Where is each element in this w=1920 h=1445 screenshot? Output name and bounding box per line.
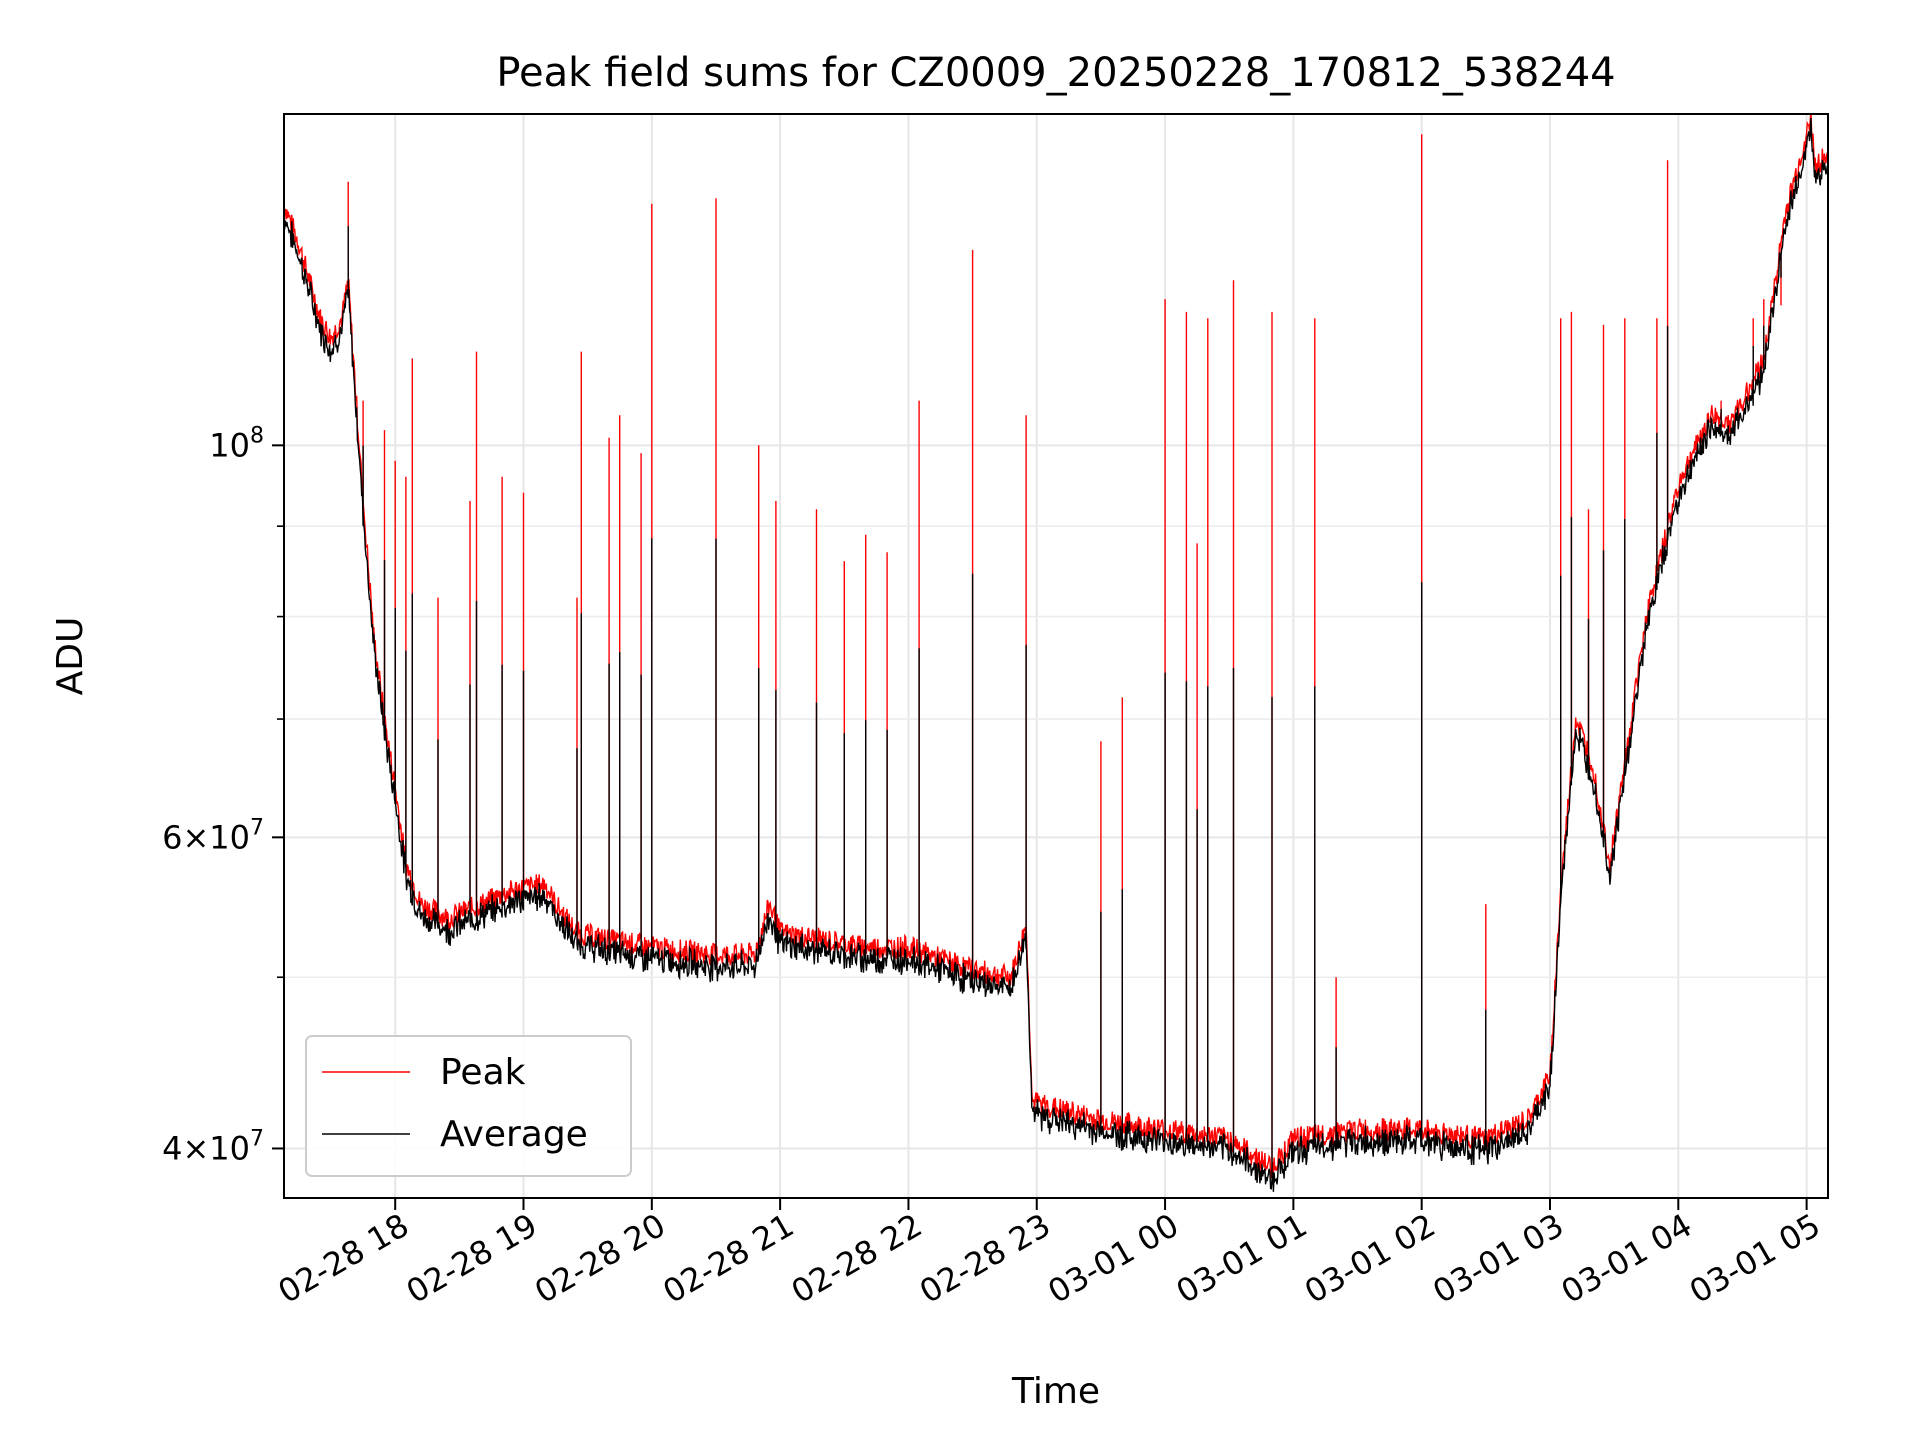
x-tick-label: 02-28 18 — [272, 1206, 416, 1311]
x-tick-label: 02-28 20 — [528, 1206, 672, 1311]
plot-frame — [283, 113, 1829, 1199]
legend-label-peak: Peak — [440, 1052, 526, 1093]
x-tick-label: 03-01 00 — [1041, 1206, 1185, 1311]
x-tick-label: 03-01 03 — [1426, 1206, 1570, 1311]
x-tick-label: 03-01 02 — [1298, 1206, 1442, 1311]
legend-box — [305, 1035, 632, 1177]
x-tick-label: 03-01 05 — [1683, 1206, 1827, 1311]
x-tick-label: 02-28 22 — [785, 1206, 929, 1311]
x-axis-label: Time — [1011, 1371, 1100, 1412]
y-axis: 4×107 6×107 108 — [162, 423, 284, 1167]
y-axis-label: ADU — [50, 617, 91, 696]
gridlines — [284, 114, 1828, 1198]
y-tick-label: 108 — [209, 423, 264, 464]
x-tick-label: 03-01 01 — [1170, 1206, 1314, 1311]
y-tick-label: 4×107 — [162, 1126, 264, 1167]
legend: Peak Average — [305, 1035, 632, 1177]
series-line-average — [284, 117, 1828, 1192]
x-tick-label: 02-28 21 — [657, 1206, 801, 1311]
x-tick-label: 02-28 19 — [400, 1206, 544, 1311]
y-tick-label: 6×107 — [162, 815, 264, 856]
chart-title: Peak field sums for CZ0009_20250228_1708… — [496, 50, 1615, 96]
series-layer — [284, 114, 1828, 1192]
legend-label-average: Average — [440, 1114, 588, 1155]
series-line-peak — [284, 114, 1828, 1178]
x-tick-label: 03-01 04 — [1555, 1206, 1699, 1311]
x-tick-label: 02-28 23 — [913, 1206, 1057, 1311]
